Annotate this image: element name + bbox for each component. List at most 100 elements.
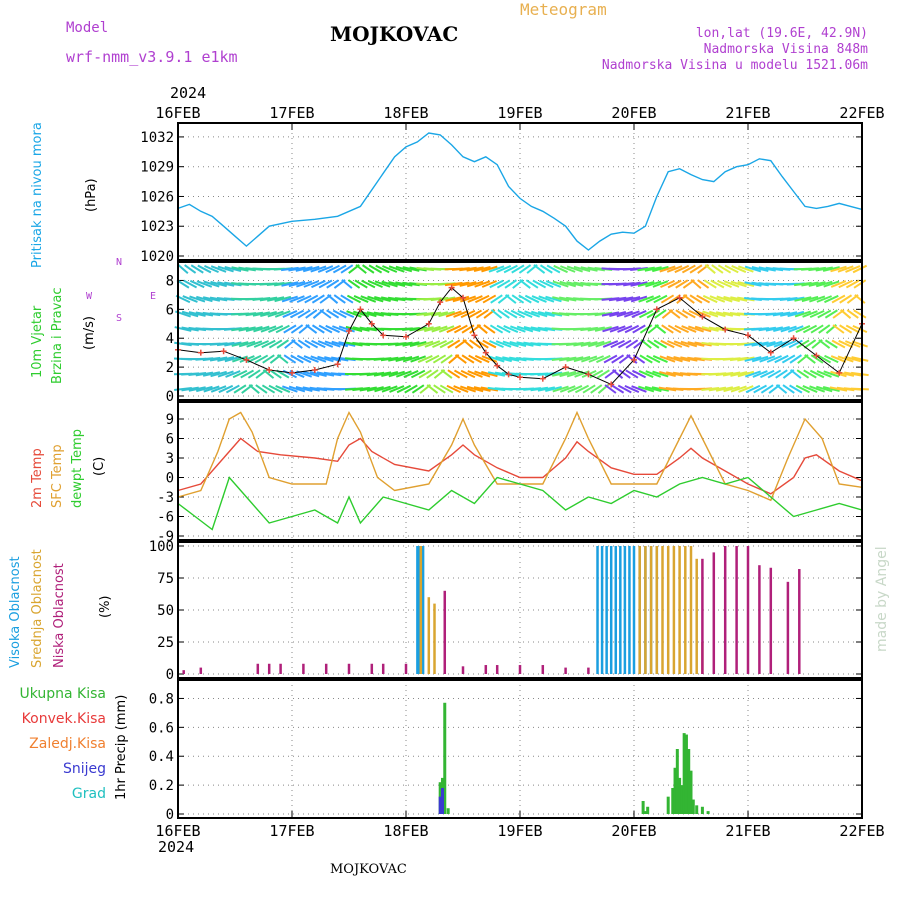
wind-arrow xyxy=(661,324,674,334)
wind-arrow xyxy=(709,310,726,318)
wind-arrow xyxy=(630,295,648,303)
wind-arrow xyxy=(204,264,219,274)
wind-arrow xyxy=(853,279,867,289)
wind-arrow xyxy=(682,294,695,304)
wind-arrow xyxy=(729,356,748,362)
wind-arrow xyxy=(366,311,385,317)
wind-arrow xyxy=(462,339,474,349)
date-label-top: 19FEB xyxy=(497,104,542,122)
wind-arrow xyxy=(519,279,531,289)
wind-arrow xyxy=(710,279,725,289)
wind-arrow xyxy=(295,266,313,272)
bar-ukupna-kisa xyxy=(443,702,447,814)
wind-arrow xyxy=(340,294,354,304)
wind-arrow xyxy=(324,356,342,362)
wind-arrow xyxy=(595,340,612,348)
wind-arrow xyxy=(765,326,784,332)
wind-arrow xyxy=(533,264,546,274)
wind-arrow xyxy=(433,384,446,394)
wind-arrow xyxy=(189,295,206,303)
wind-arrow xyxy=(402,355,420,363)
wind-arrow xyxy=(196,280,213,288)
wind-arrow xyxy=(824,339,838,349)
wind-arrow xyxy=(276,339,289,349)
wind-arrow xyxy=(626,354,638,364)
wind-arrow xyxy=(262,354,275,364)
wind-arrow xyxy=(611,384,625,394)
wind-arrow xyxy=(730,385,747,393)
wind-arrow xyxy=(624,324,640,334)
date-label-top: 17FEB xyxy=(269,104,314,122)
wind-arrow xyxy=(245,326,263,332)
wind-arrow xyxy=(780,325,797,333)
date-label-top: 16FEB xyxy=(155,104,200,122)
wind-arrow xyxy=(453,385,469,393)
wind-arrow xyxy=(722,371,741,377)
y-tick-label: 0.2 xyxy=(149,778,174,794)
wind-arrow xyxy=(446,384,461,394)
year-top: 2024 xyxy=(170,84,207,102)
bar-srednja-oblacnost xyxy=(661,546,664,674)
wind-arrow xyxy=(639,354,653,364)
bar-niska-oblacnost xyxy=(443,590,447,674)
wind-arrow xyxy=(325,324,340,334)
series-line-2m Temp xyxy=(177,437,863,495)
wind-arrow xyxy=(417,355,433,363)
wind-arrow xyxy=(268,384,283,394)
wind-arrow xyxy=(594,311,613,317)
wind-arrow xyxy=(303,370,320,378)
wind-arrow xyxy=(846,309,859,319)
wind-arrow xyxy=(296,280,313,288)
bar-niska-oblacnost xyxy=(495,665,499,674)
y-tick-label: -6 xyxy=(157,510,174,526)
wind-arrow xyxy=(232,355,248,363)
wind-arrow xyxy=(531,310,548,318)
wind-arrow xyxy=(766,340,783,348)
wind-arrow xyxy=(830,280,847,288)
wind-arrow xyxy=(617,384,632,394)
wind-arrow xyxy=(551,371,570,377)
wind-arrow xyxy=(233,384,247,394)
wind-arrow xyxy=(795,384,811,394)
wind-arrow xyxy=(524,294,540,304)
wind-arrow xyxy=(566,356,584,362)
wind-arrow xyxy=(439,384,454,394)
model-elevation-text: Nadmorska Visina u modelu 1521.06m xyxy=(601,58,868,73)
wind-arrow xyxy=(468,309,482,319)
wind-arrow xyxy=(359,386,377,392)
y-tick-label: 2 xyxy=(166,360,174,376)
wind-arrow xyxy=(268,339,283,349)
elevation-text: Nadmorska Visina 848m xyxy=(703,42,868,57)
wind-arrow xyxy=(276,354,289,364)
wind-arrow xyxy=(459,266,477,272)
wind-arrow xyxy=(538,295,555,303)
bar-srednja-oblacnost xyxy=(644,546,647,674)
wind-arrow xyxy=(660,339,675,349)
wind-arrow xyxy=(573,265,591,273)
wind-arrow xyxy=(608,296,627,302)
bar-niska-oblacnost xyxy=(769,567,773,674)
wind-arrow xyxy=(248,384,260,394)
wind-arrow xyxy=(794,310,811,318)
y-tick-label: 0.4 xyxy=(149,749,174,765)
wind-arrow xyxy=(453,324,468,334)
wind-arrow xyxy=(853,309,867,319)
wind-arrow xyxy=(537,386,556,392)
wind-arrow xyxy=(416,326,434,332)
model-label: Model xyxy=(66,20,109,36)
wind-arrow xyxy=(290,354,304,364)
bar-ukupna-kisa xyxy=(666,796,670,814)
wind-arrow xyxy=(845,279,860,289)
wind-arrow xyxy=(403,370,419,378)
wind-arrow xyxy=(395,355,413,363)
wind-arrow xyxy=(510,325,526,333)
wind-arrow xyxy=(782,384,795,394)
wind-arrow xyxy=(775,384,788,394)
wind-arrow xyxy=(445,310,462,318)
wind-arrow xyxy=(737,356,755,362)
wind-arrow xyxy=(637,280,655,288)
legend-conv-rain: Konvek.Kisa xyxy=(21,711,106,727)
bar-visoka-oblacnost xyxy=(619,546,622,674)
wind-arrow xyxy=(545,295,562,303)
wind-arrow xyxy=(367,280,383,288)
